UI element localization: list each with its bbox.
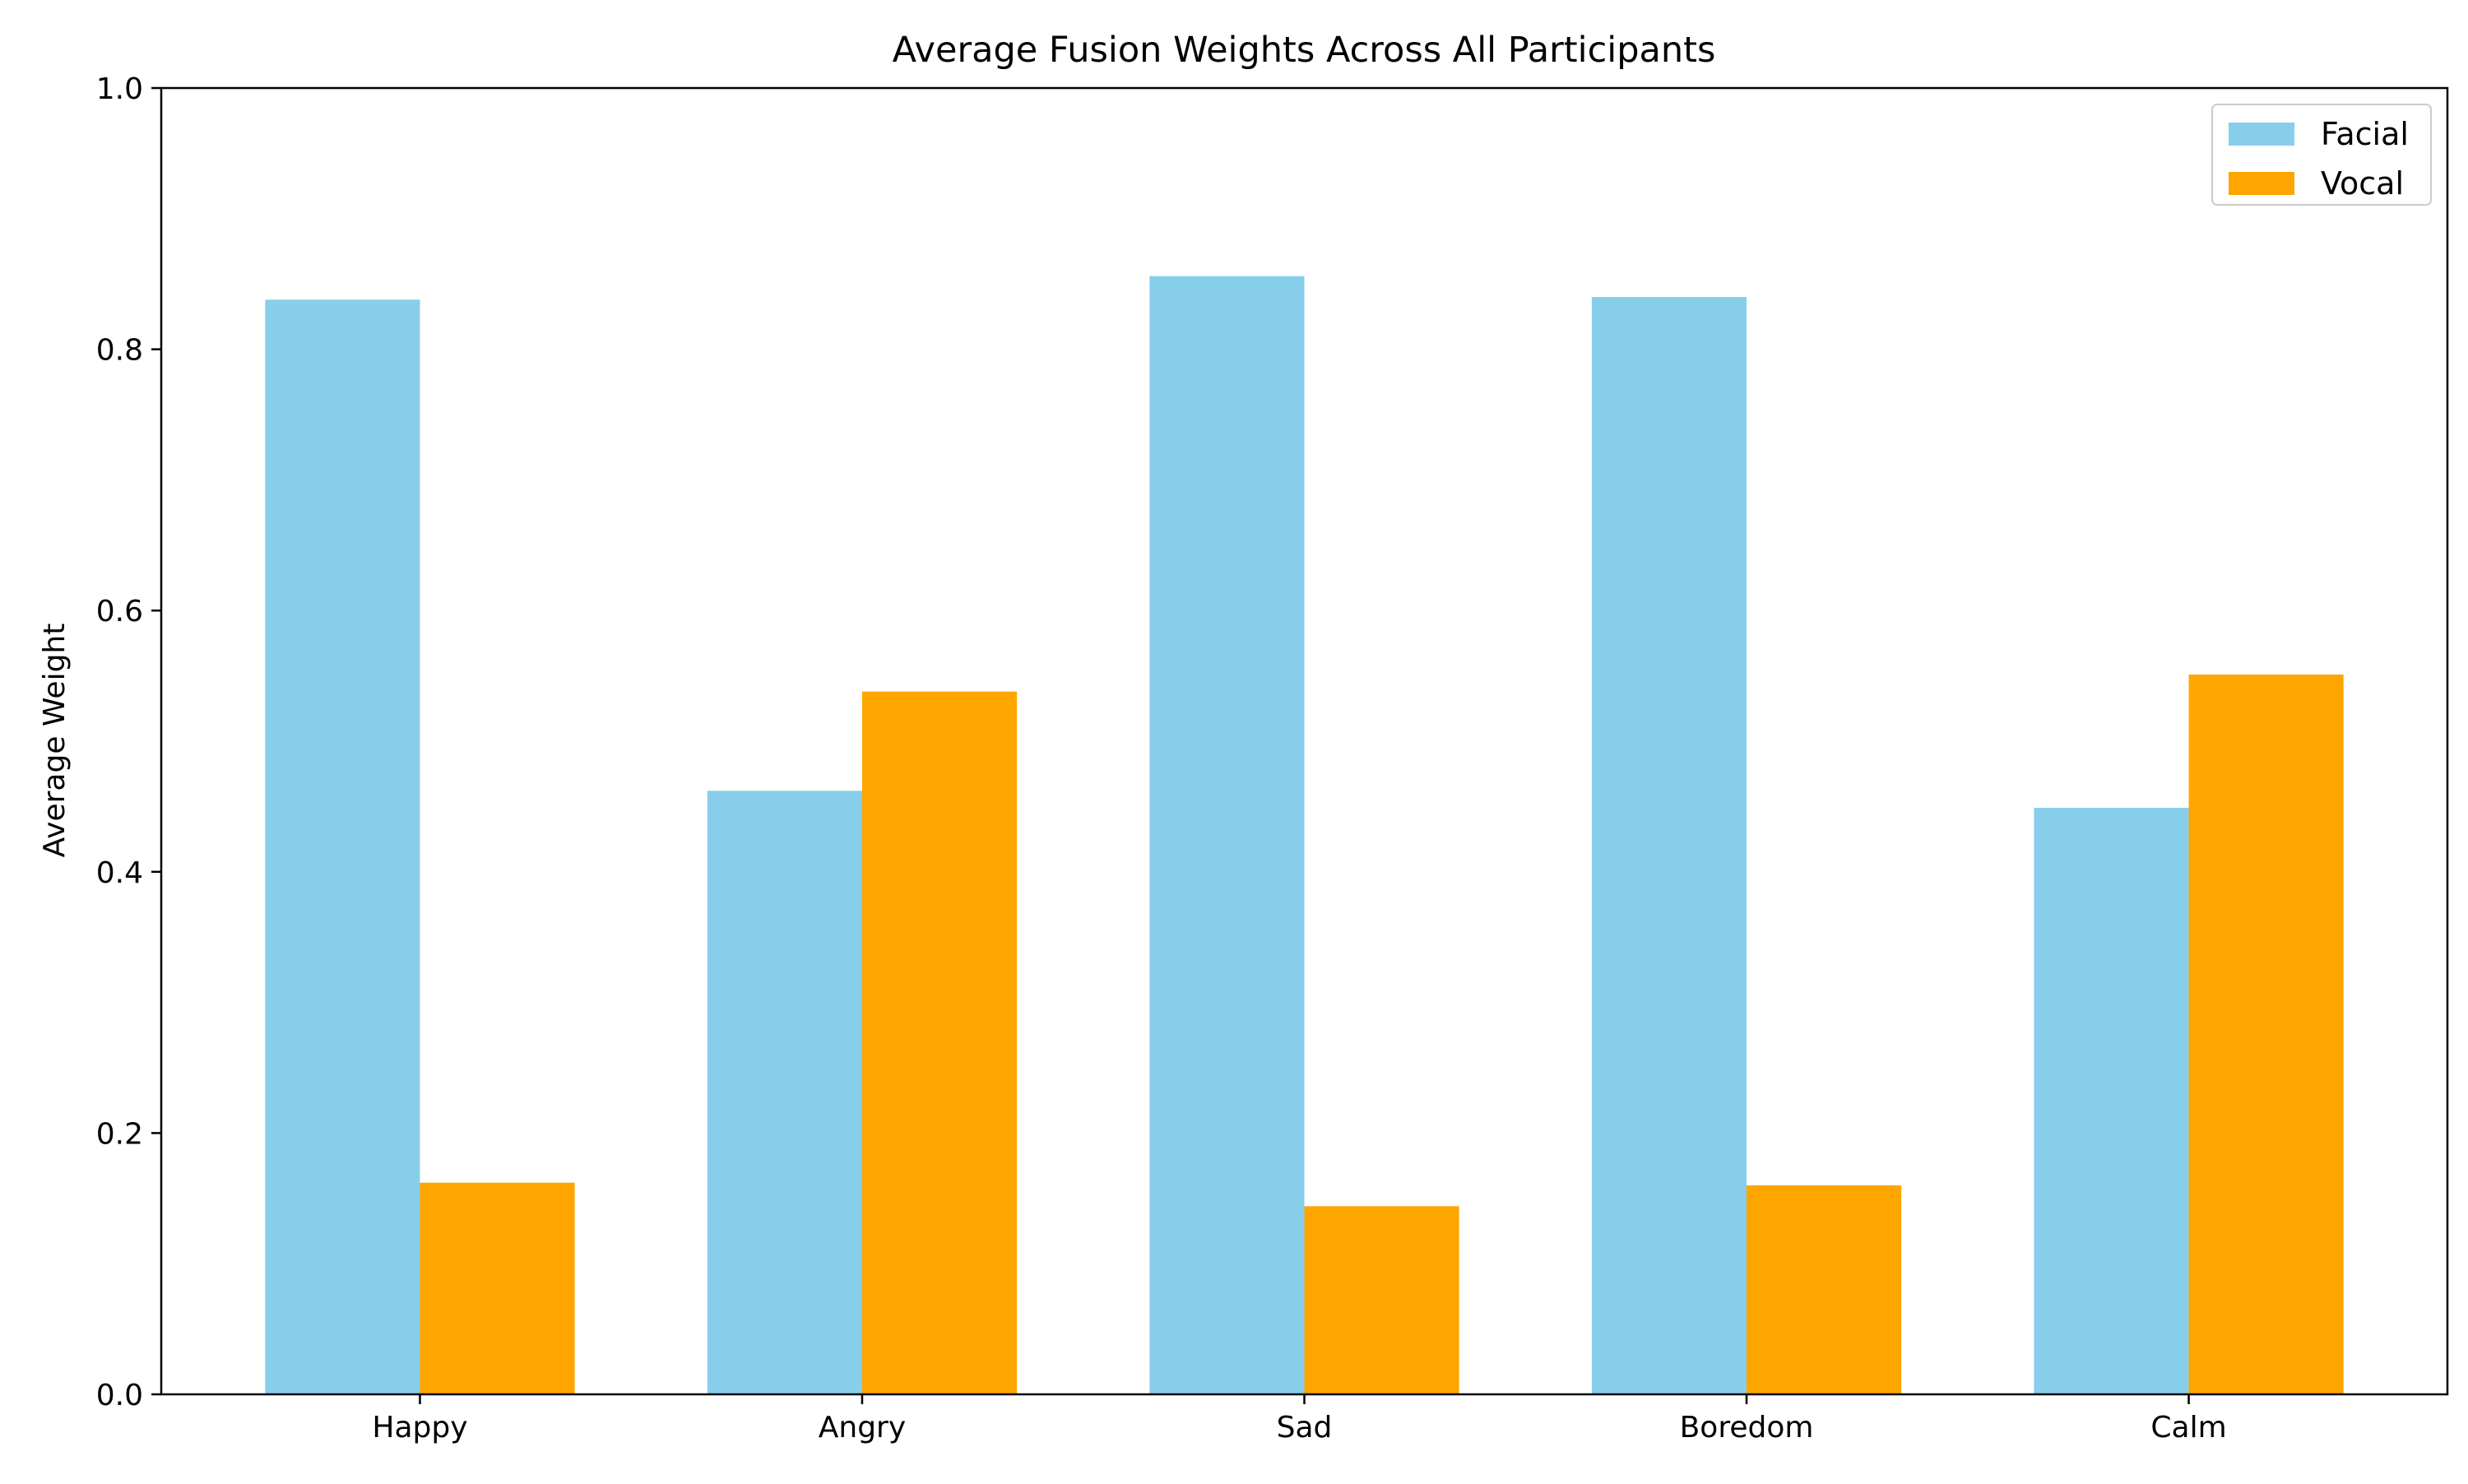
axes-layer: 0.0 0.2 0.4 0.6 0.8 1.0 Happy Angry Sad Boredom Ca… bbox=[96, 72, 2449, 1445]
bar-vocal-boredom bbox=[1747, 1185, 1902, 1394]
bar-facial-sad bbox=[1149, 276, 1305, 1394]
bar-facial-calm bbox=[2034, 807, 2189, 1394]
bar-vocal-calm bbox=[2188, 675, 2344, 1394]
legend-swatch-facial bbox=[2229, 123, 2294, 146]
y-tick-label: 0.2 bbox=[96, 1117, 143, 1151]
legend-label-facial: Facial bbox=[2321, 116, 2409, 152]
x-tick-label: Angry bbox=[819, 1411, 906, 1445]
y-tick-label: 0.4 bbox=[96, 856, 143, 890]
y-tick-label: 1.0 bbox=[96, 72, 143, 106]
y-tick-label: 0.8 bbox=[96, 334, 143, 368]
bar-vocal-happy bbox=[420, 1182, 575, 1394]
bar-facial-boredom bbox=[1591, 297, 1747, 1395]
bars-layer bbox=[265, 276, 2344, 1395]
x-tick-label: Happy bbox=[372, 1411, 467, 1445]
bar-vocal-sad bbox=[1304, 1206, 1459, 1394]
bar-vocal-angry bbox=[861, 691, 1018, 1394]
y-tick-label: 0.0 bbox=[96, 1379, 143, 1412]
legend-swatch-vocal bbox=[2229, 172, 2294, 195]
x-tick-label: Boredom bbox=[1680, 1411, 1814, 1445]
y-tick-label: 0.6 bbox=[96, 595, 143, 628]
legend: Facial Vocal bbox=[2211, 104, 2432, 206]
chart-title: Average Fusion Weights Across All Partic… bbox=[893, 30, 1716, 71]
y-axis-label: Average Weight bbox=[38, 624, 72, 858]
x-tick-label: Calm bbox=[2150, 1411, 2226, 1445]
bar-facial-happy bbox=[265, 299, 420, 1394]
legend-label-vocal: Vocal bbox=[2321, 165, 2404, 202]
bar-facial-angry bbox=[707, 791, 862, 1394]
x-tick-label: Sad bbox=[1277, 1411, 1333, 1445]
